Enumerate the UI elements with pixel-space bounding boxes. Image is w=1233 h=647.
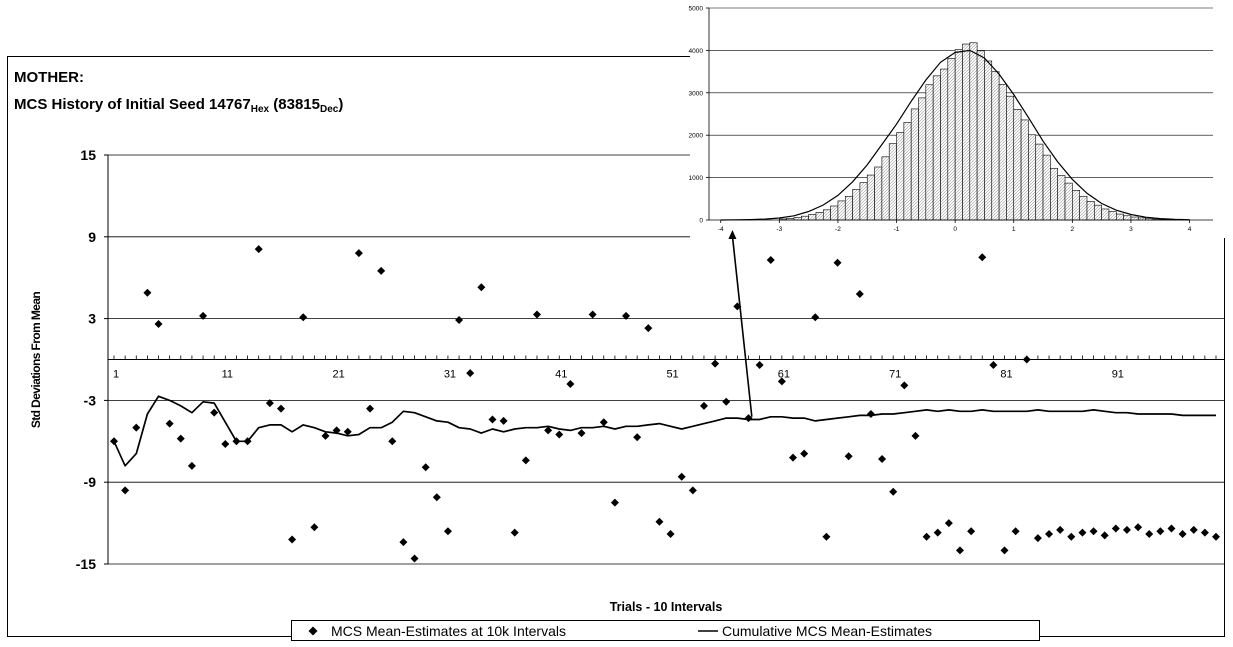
histogram-bar <box>875 167 882 220</box>
histogram-bar <box>1014 109 1021 220</box>
main-y-tick-label: 3 <box>88 311 96 327</box>
histogram-bar <box>992 72 999 220</box>
histogram-bar <box>853 189 860 220</box>
histogram-bar <box>977 51 984 220</box>
main-x-tick-label: 11 <box>222 369 233 381</box>
histogram-bar <box>831 206 838 220</box>
histogram-bar <box>926 85 933 220</box>
histogram-bar <box>1036 144 1043 220</box>
histogram-bar <box>1087 201 1094 220</box>
title-sub-hex: Hex <box>251 104 270 115</box>
inset-x-tick-label: 2 <box>1071 226 1075 233</box>
inset-y-tick-label: 4000 <box>689 48 704 55</box>
histogram-bar <box>1028 135 1035 220</box>
histogram-bar <box>889 144 896 220</box>
legend-label-points: MCS Mean-Estimates at 10k Intervals <box>331 623 566 639</box>
main-x-tick-label: 21 <box>333 369 345 381</box>
main-x-axis-label: Trials - 10 Intervals <box>610 600 723 614</box>
main-y-axis-label: Std Deviations From Mean <box>29 292 43 429</box>
main-y-tick-label: 9 <box>88 229 96 245</box>
histogram-bar <box>1102 209 1109 220</box>
main-x-tick-label: 71 <box>889 369 901 381</box>
inset-y-tick-label: 5000 <box>689 6 704 13</box>
histogram-bar <box>904 122 911 220</box>
histogram-bar <box>860 183 867 220</box>
histogram-bar <box>1109 212 1116 220</box>
histogram-bar <box>1116 214 1123 220</box>
inset-y-tick-label: 0 <box>699 218 703 225</box>
histogram-bar <box>845 196 852 220</box>
title-seed-prefix: MCS History of Initial Seed 14767 <box>14 96 251 113</box>
histogram-bar <box>962 44 969 220</box>
inset-x-tick-label: -3 <box>776 226 782 233</box>
title-sub-dec: Dec <box>320 104 339 115</box>
histogram-bar <box>1065 183 1072 220</box>
inset-x-tick-label: -1 <box>894 226 900 233</box>
histogram-bar <box>940 69 947 220</box>
histogram-bar <box>933 76 940 220</box>
inset-x-tick-label: -4 <box>718 226 724 233</box>
main-y-tick-label: -3 <box>84 392 97 408</box>
histogram-bar <box>1072 190 1079 220</box>
inset-x-tick-label: 1 <box>1012 226 1016 233</box>
main-y-tick-label: -15 <box>76 556 96 572</box>
main-y-tick-label: -9 <box>84 474 97 490</box>
histogram-bar <box>1043 155 1050 220</box>
inset-y-tick-label: 1000 <box>689 175 704 182</box>
histogram-bar <box>1006 96 1013 220</box>
histogram-bar <box>1131 217 1138 220</box>
main-x-tick-label: 31 <box>444 369 456 381</box>
main-x-tick-label: 61 <box>778 369 790 381</box>
histogram-bar <box>838 201 845 220</box>
title-mid: (83815 <box>269 96 320 113</box>
inset-x-tick-label: 4 <box>1188 226 1192 233</box>
histogram-bar <box>1080 196 1087 220</box>
histogram-bar <box>970 43 977 220</box>
histogram-bar <box>1050 168 1057 220</box>
main-title-line2: MCS History of Initial Seed 14767Hex (83… <box>14 96 343 115</box>
histogram-bar <box>999 84 1006 220</box>
main-x-tick-label: 91 <box>1112 369 1124 381</box>
histogram-bar <box>1058 175 1065 220</box>
main-x-tick-label: 51 <box>666 369 678 381</box>
inset-x-tick-label: 0 <box>953 226 957 233</box>
title-end: ) <box>338 96 343 113</box>
inset-x-tick-label: 3 <box>1129 226 1133 233</box>
histogram-bar <box>919 98 926 220</box>
histogram-bar <box>882 157 889 220</box>
histogram-bar <box>801 216 808 220</box>
histogram-bar <box>1094 205 1101 220</box>
inset-y-tick-label: 2000 <box>689 133 704 140</box>
legend-label-line: Cumulative MCS Mean-Estimates <box>722 623 932 639</box>
histogram-bar <box>823 210 830 220</box>
inset-x-tick-label: -2 <box>835 226 841 233</box>
histogram-bar <box>955 50 962 220</box>
histogram-bar <box>1021 120 1028 220</box>
main-x-tick-label: 81 <box>1000 369 1012 381</box>
main-x-tick-label: 41 <box>555 369 567 381</box>
histogram-bar <box>809 214 816 220</box>
main-x-tick-label: 1 <box>113 369 119 381</box>
histogram-bar <box>984 61 991 220</box>
inset-y-tick-label: 3000 <box>689 90 704 97</box>
histogram-bar <box>911 109 918 220</box>
histogram-bar <box>1124 216 1131 220</box>
main-y-tick-label: 15 <box>80 147 96 163</box>
histogram-bar <box>816 212 823 220</box>
legend: MCS Mean-Estimates at 10k Intervals Cumu… <box>292 621 1040 641</box>
main-title-line1: MOTHER: <box>14 69 84 86</box>
histogram-bar <box>948 58 955 220</box>
histogram-bar <box>897 133 904 220</box>
histogram-bar <box>867 175 874 220</box>
